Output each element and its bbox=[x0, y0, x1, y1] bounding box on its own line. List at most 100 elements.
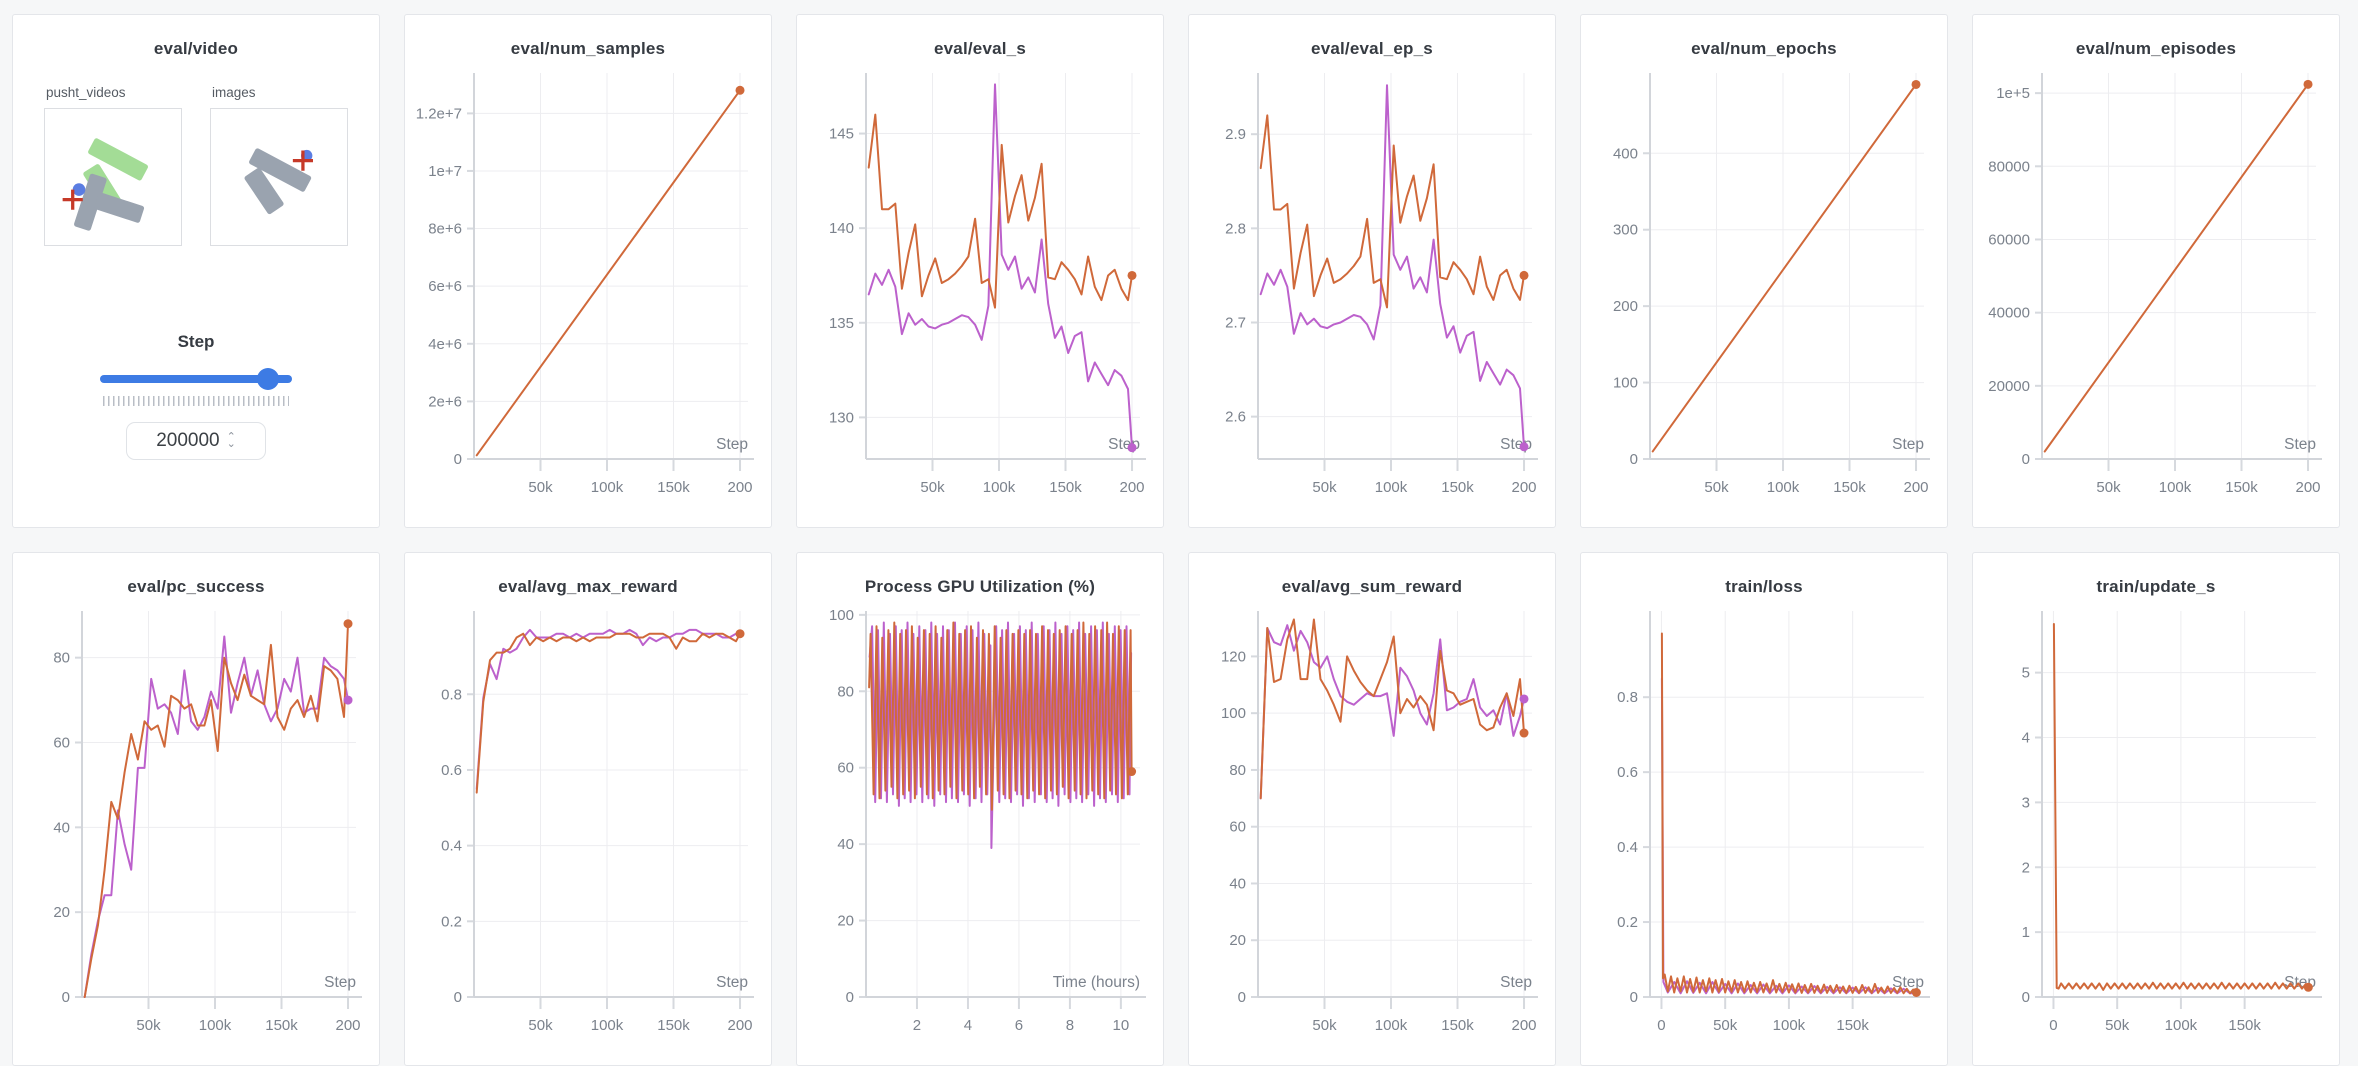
pusht-scene-image bbox=[244, 148, 313, 215]
svg-text:1e+5: 1e+5 bbox=[1996, 85, 2030, 102]
pusht-video-thumbnail[interactable] bbox=[44, 108, 182, 246]
svg-text:2.6: 2.6 bbox=[1225, 409, 1246, 426]
chart-panel-eval-num-samples: eval/num_samples 50k 100k 150k 200 0 2e+6 4e+6… bbox=[404, 14, 772, 528]
chart-canvas-train-loss[interactable]: 0 50k 100k 150k 0 0.2 0.4 0.6 0.8 Step bbox=[1592, 599, 1936, 1047]
svg-text:50k: 50k bbox=[920, 479, 945, 496]
chart-panel-train-update-s: train/update_s 0 50k 100k 150k 0 1 2 3 4 5 Step bbox=[1972, 552, 2340, 1066]
svg-text:145: 145 bbox=[829, 126, 854, 143]
chart-panel-eval-num-epochs: eval/num_epochs 50k 100k 150k 200 0 100 200 300… bbox=[1580, 14, 1948, 528]
svg-text:200: 200 bbox=[1120, 479, 1145, 496]
step-number-input[interactable]: 200000 ⌃ ⌄ bbox=[126, 422, 266, 460]
svg-text:80: 80 bbox=[837, 683, 854, 700]
media-item-pusht-videos[interactable]: pusht_videos bbox=[44, 85, 182, 246]
slider-thumb[interactable] bbox=[257, 368, 280, 390]
step-value: 200000 bbox=[156, 430, 220, 451]
chart-canvas-eval-num-samples[interactable]: 50k 100k 150k 200 0 2e+6 4e+6 6e+6 8e+6 1e+7 1.2e+… bbox=[416, 61, 760, 509]
chart-panel-eval-eval-s: eval/eval_s 50k 100k 150k 200 130 135 140 145 St… bbox=[796, 14, 1164, 528]
chart-panel-eval-pc-success: eval/pc_success 50k 100k 150k 200 0 20 40 60 80 S… bbox=[12, 552, 380, 1066]
svg-text:2.8: 2.8 bbox=[1225, 220, 1246, 237]
svg-text:200: 200 bbox=[1904, 479, 1929, 496]
svg-text:200: 200 bbox=[728, 479, 753, 496]
stepper-chevrons: ⌃ ⌄ bbox=[226, 431, 236, 450]
svg-text:50k: 50k bbox=[1312, 479, 1337, 496]
svg-text:20: 20 bbox=[1229, 932, 1246, 949]
svg-text:0: 0 bbox=[2049, 1017, 2057, 1034]
chevron-down-icon[interactable]: ⌄ bbox=[226, 438, 236, 450]
svg-text:100k: 100k bbox=[1375, 479, 1408, 496]
media-item-images[interactable]: images bbox=[210, 85, 348, 246]
chart-canvas-eval-num-episodes[interactable]: 50k 100k 150k 200 0 20000 40000 60000 80000 1e+5 S… bbox=[1984, 61, 2328, 509]
svg-text:60: 60 bbox=[53, 734, 70, 751]
svg-text:8e+6: 8e+6 bbox=[428, 221, 462, 238]
svg-text:1: 1 bbox=[2022, 924, 2030, 941]
svg-text:60: 60 bbox=[1229, 819, 1246, 836]
svg-text:40: 40 bbox=[837, 836, 854, 853]
svg-text:20: 20 bbox=[53, 904, 70, 921]
chart-canvas-eval-avg-sum-reward[interactable]: 50k 100k 150k 200 0 20 40 60 80 100 120 Step bbox=[1200, 599, 1544, 1047]
svg-text:50k: 50k bbox=[136, 1017, 161, 1034]
svg-text:50k: 50k bbox=[1713, 1017, 1738, 1034]
chart-canvas-eval-num-epochs[interactable]: 50k 100k 150k 200 0 100 200 300 400 Step bbox=[1592, 61, 1936, 509]
svg-text:80: 80 bbox=[1229, 762, 1246, 779]
svg-text:50k: 50k bbox=[1312, 1017, 1337, 1034]
svg-text:150k: 150k bbox=[657, 479, 690, 496]
chart-title: eval/avg_max_reward bbox=[498, 577, 678, 596]
svg-text:1.2e+7: 1.2e+7 bbox=[416, 105, 462, 122]
svg-text:400: 400 bbox=[1613, 145, 1638, 162]
svg-text:50k: 50k bbox=[528, 479, 553, 496]
slider-track[interactable] bbox=[100, 375, 292, 383]
chart-canvas-eval-avg-max-reward[interactable]: 50k 100k 150k 200 0 0.2 0.4 0.6 0.8 Step bbox=[416, 599, 760, 1047]
step-slider-label: Step bbox=[177, 332, 215, 351]
svg-text:150k: 150k bbox=[265, 1017, 298, 1034]
pusht-scene-image bbox=[62, 138, 148, 231]
media-caption: pusht_videos bbox=[46, 85, 126, 100]
svg-text:Time (hours): Time (hours) bbox=[1053, 974, 1140, 991]
svg-text:50k: 50k bbox=[2105, 1017, 2130, 1034]
svg-text:0: 0 bbox=[454, 451, 462, 468]
svg-text:100: 100 bbox=[829, 607, 854, 624]
svg-text:200: 200 bbox=[2296, 479, 2321, 496]
panel-eval-video: eval/video pusht_videos bbox=[12, 14, 380, 528]
svg-text:20: 20 bbox=[837, 913, 854, 930]
svg-text:0: 0 bbox=[2022, 451, 2030, 468]
svg-text:0: 0 bbox=[62, 989, 70, 1006]
chart-panel-eval-avg-sum-reward: eval/avg_sum_reward 50k 100k 150k 200 0 20 40 6… bbox=[1188, 552, 1556, 1066]
svg-text:100k: 100k bbox=[1773, 1017, 1806, 1034]
chart-title: train/update_s bbox=[2096, 577, 2216, 596]
svg-text:0.4: 0.4 bbox=[441, 838, 462, 855]
svg-text:50k: 50k bbox=[2096, 479, 2121, 496]
chart-panel-eval-num-episodes: eval/num_episodes 50k 100k 150k 200 0 20000 40… bbox=[1972, 14, 2340, 528]
svg-text:6: 6 bbox=[1015, 1017, 1023, 1034]
chart-panel-eval-avg-max-reward: eval/avg_max_reward 50k 100k 150k 200 0 0.2 0.… bbox=[404, 552, 772, 1066]
svg-text:200: 200 bbox=[1512, 1017, 1537, 1034]
svg-text:130: 130 bbox=[829, 409, 854, 426]
svg-text:100k: 100k bbox=[1375, 1017, 1408, 1034]
svg-text:6e+6: 6e+6 bbox=[428, 278, 462, 295]
chart-canvas-eval-pc-success[interactable]: 50k 100k 150k 200 0 20 40 60 80 Step bbox=[24, 599, 368, 1047]
chart-title: eval/num_episodes bbox=[2075, 39, 2237, 58]
chart-title: eval/avg_sum_reward bbox=[1281, 577, 1463, 596]
svg-text:100: 100 bbox=[1613, 375, 1638, 392]
svg-text:4: 4 bbox=[2022, 730, 2030, 747]
svg-text:0: 0 bbox=[1238, 989, 1246, 1006]
images-thumbnail[interactable] bbox=[210, 108, 348, 246]
svg-text:Step: Step bbox=[1892, 436, 1924, 453]
svg-text:Step: Step bbox=[1892, 974, 1924, 991]
svg-text:0.6: 0.6 bbox=[441, 762, 462, 779]
svg-text:150k: 150k bbox=[657, 1017, 690, 1034]
svg-text:2e+6: 2e+6 bbox=[428, 393, 462, 410]
chevron-up-icon[interactable]: ⌃ bbox=[226, 431, 236, 443]
svg-text:40000: 40000 bbox=[1988, 305, 2030, 322]
svg-text:0.8: 0.8 bbox=[441, 686, 462, 703]
step-slider[interactable] bbox=[100, 366, 292, 392]
chart-panel-train-loss: train/loss 0 50k 100k 150k 0 0.2 0.4 0.6 0.8 Step bbox=[1580, 552, 1948, 1066]
svg-text:5: 5 bbox=[2022, 665, 2030, 682]
chart-title: Process GPU Utilization (%) bbox=[864, 577, 1096, 596]
svg-text:150k: 150k bbox=[1049, 479, 1082, 496]
svg-text:150k: 150k bbox=[1833, 479, 1866, 496]
svg-text:150k: 150k bbox=[1441, 1017, 1474, 1034]
